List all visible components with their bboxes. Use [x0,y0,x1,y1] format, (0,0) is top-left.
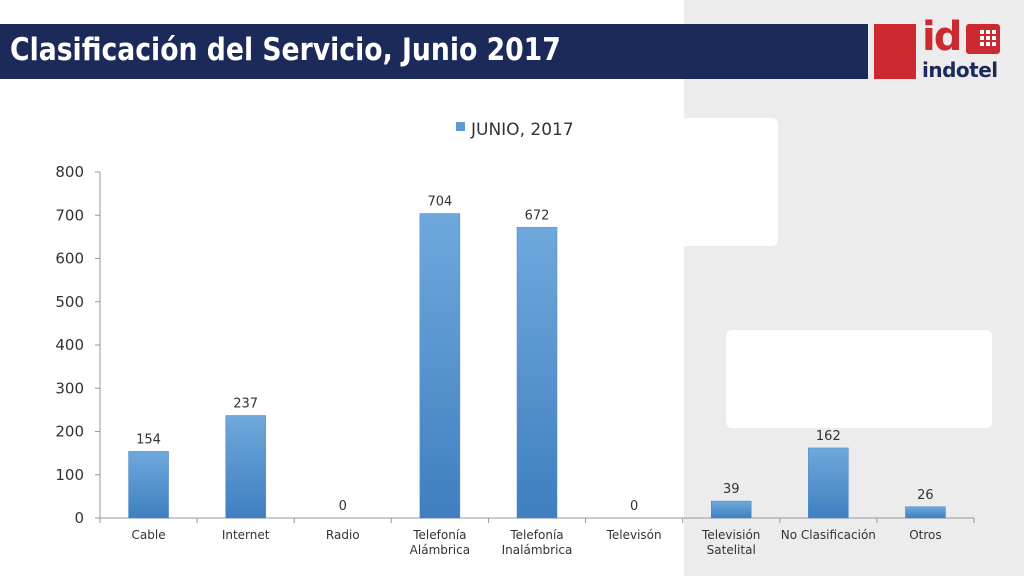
data-label: 26 [917,488,934,503]
data-label: 237 [233,396,258,411]
y-tick-label: 800 [55,163,84,181]
data-labels: 154 237 0 704 672 0 39 162 26 [136,195,934,514]
title-bar: Clasificación del Servicio, Junio 2017 [0,24,868,79]
indotel-logo: id indotel [920,14,1006,84]
logo-wordmark: indotel [922,58,998,82]
y-tick-label: 200 [55,423,84,441]
bars [128,213,946,519]
x-tick-label: Otros [909,528,941,542]
x-tick-label: Internet [222,528,270,542]
data-label: 704 [427,195,452,210]
x-tick-label: No Clasificación [781,528,876,542]
x-tick-label: Cable [132,528,166,542]
background-card [640,118,778,246]
bar [808,447,849,519]
x-tick-label: Telefonía Alámbrica [410,528,470,557]
y-tick-label: 300 [55,379,84,397]
x-tick-label: Televisión Satelital [701,528,760,557]
y-tick-label: 0 [74,509,84,527]
page-title: Clasificación del Servicio, Junio 2017 [10,32,561,68]
bar [905,506,946,519]
bar [419,213,461,519]
data-label: 39 [723,482,740,497]
data-label: 672 [525,208,550,223]
bar [128,451,169,519]
bar [516,227,558,519]
x-tick-label: Telefonía Inalámbrica [502,528,573,557]
chart-legend: JUNIO, 2017 [456,120,574,140]
legend-label: JUNIO, 2017 [470,120,574,140]
data-label: 162 [816,429,841,444]
data-label: 154 [136,432,161,447]
bar [225,415,266,519]
data-label: 0 [339,499,347,514]
bar [710,500,752,519]
logo-grid-icon [966,24,1000,54]
legend-swatch [456,122,465,131]
x-axis: Cable Internet Radio Telefonía Alámbrica Tele… [99,517,975,557]
logo-accent-block [874,24,916,79]
x-tick-label: Radio [326,528,360,542]
background-card [726,330,992,428]
x-tick-label: Televisón [606,528,662,542]
data-label: 0 [630,499,638,514]
background-panel [684,0,1024,576]
y-axis: 0 100 200 300 400 500 600 700 800 [55,163,101,527]
logo-mark: id [922,14,962,60]
y-tick-label: 500 [55,293,84,311]
y-tick-label: 600 [55,250,84,268]
y-tick-label: 700 [55,206,84,224]
y-tick-label: 400 [55,336,84,354]
y-tick-label: 100 [55,466,84,484]
